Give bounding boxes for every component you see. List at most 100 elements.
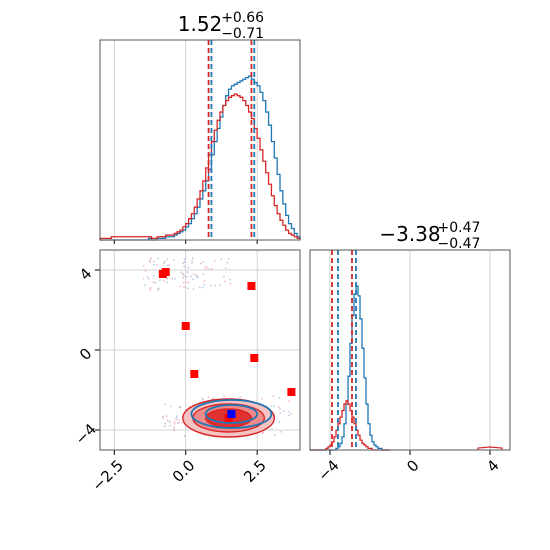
- bottom-right-xtick-label-0: −4: [314, 456, 342, 484]
- bottom-left-red-marker-2: [181, 322, 190, 330]
- top-left-title-value: 1.52: [178, 12, 223, 36]
- bottom-right-tail-bump: [477, 446, 503, 450]
- bottom-left-sample-point: [150, 257, 152, 260]
- histogram-step-red: [310, 400, 390, 451]
- bottom-left-sample-point: [190, 275, 193, 278]
- bottom-left-sample-point: [229, 283, 232, 285]
- bottom-left-sample-point: [166, 277, 169, 280]
- bottom-left-sample-point: [172, 429, 175, 432]
- bottom-left-sample-point: [288, 410, 291, 413]
- bottom-left-sample-point: [282, 410, 285, 413]
- bottom-left-sample-point: [220, 258, 223, 260]
- bottom-left-sample-point: [161, 417, 164, 419]
- bottom-left-red-marker-1: [161, 268, 170, 276]
- bottom-left-sample-point: [191, 257, 194, 260]
- bottom-left-red-marker-5: [250, 354, 259, 362]
- bottom-left-sample-point: [182, 262, 184, 265]
- bottom-left-sample-point: [202, 286, 204, 289]
- bottom-left-sample-point: [173, 426, 176, 429]
- bottom-left-sample-point: [152, 274, 155, 277]
- bottom-left-sample-point: [192, 288, 195, 291]
- bottom-left-sample-point: [157, 289, 159, 291]
- bottom-left-sample-point: [182, 281, 185, 284]
- bottom-left-sample-point: [207, 268, 210, 271]
- bottom-left-frame: [99, 249, 301, 451]
- bottom-left-sample-point: [289, 412, 292, 415]
- bottom-left-sample-point: [153, 263, 156, 266]
- bottom-left-sample-point: [201, 397, 204, 399]
- bottom-left-sample-point: [149, 286, 152, 289]
- bottom-left-sample-point: [183, 265, 186, 268]
- bottom-left-sample-point: [239, 396, 242, 399]
- bottom-left-sample-point: [229, 278, 232, 281]
- bottom-left-sample-point: [223, 395, 226, 398]
- bottom-left-sample-point: [273, 405, 276, 407]
- bottom-left-sample-point: [142, 264, 145, 267]
- bottom-right-title-upper: +0.47: [438, 220, 481, 236]
- bottom-left-sample-point: [202, 261, 205, 264]
- bottom-left-sample-point: [213, 259, 216, 262]
- bottom-left-sample-point: [183, 275, 185, 277]
- bottom-left-sample-point: [187, 287, 189, 290]
- bottom-left-sample-point: [155, 264, 158, 267]
- histogram-panel-bottom-right: −4 0 4 −3.38+0.47−0.47: [309, 220, 511, 485]
- bottom-left-sample-point: [152, 260, 155, 263]
- bottom-right-title-value: −3.38: [379, 222, 440, 246]
- bottom-left-sample-point: [227, 258, 230, 260]
- bottom-left-sample-point: [288, 400, 291, 402]
- bottom-left-sample-point: [191, 262, 193, 265]
- histogram-step-red: [99, 93, 301, 240]
- bottom-left-red-marker-6: [287, 388, 296, 396]
- scatter-panel-bottom-left: −4 0 4 −2.5 0.0 2.5: [72, 249, 301, 495]
- bottom-left-sample-point: [142, 277, 145, 280]
- bottom-left-sample-point: [164, 422, 167, 425]
- bottom-left-sample-point: [182, 273, 184, 276]
- bottom-left-sample-point: [165, 415, 168, 418]
- bottom-left-sample-point: [226, 261, 229, 264]
- bottom-left-sample-point: [161, 415, 164, 418]
- bottom-left-sample-point: [183, 258, 186, 260]
- bottom-left-sample-point: [224, 267, 227, 270]
- bottom-left-sample-point: [183, 434, 186, 437]
- bottom-left-sample-point: [157, 257, 160, 260]
- bottom-left-sample-point: [261, 398, 263, 400]
- bottom-left-sample-point: [270, 405, 273, 408]
- bottom-left-sample-point: [279, 412, 282, 415]
- bottom-left-sample-point: [197, 276, 199, 279]
- bottom-left-sample-point: [278, 397, 281, 399]
- bottom-left-xtick-label-1: 0.0: [169, 456, 199, 486]
- bottom-left-sample-point: [206, 266, 209, 269]
- bottom-left-sample-point: [149, 259, 152, 262]
- bottom-left-sample-point: [178, 419, 181, 422]
- bottom-left-xtick-label-0: −2.5: [89, 456, 127, 494]
- bottom-left-sample-point: [186, 271, 189, 273]
- bottom-left-sample-point: [176, 415, 178, 418]
- bottom-left-sample-point: [195, 274, 198, 276]
- histogram-panel-top-left: 1.52+0.66−0.71: [99, 10, 301, 244]
- bottom-left-sample-point: [164, 403, 166, 406]
- bottom-left-sample-point: [149, 288, 152, 291]
- bottom-left-sample-point: [181, 421, 184, 424]
- bottom-left-sample-point: [272, 395, 275, 398]
- bottom-left-sample-point: [184, 281, 187, 284]
- bottom-left-sample-point: [158, 279, 161, 282]
- bottom-left-sample-point: [187, 266, 190, 269]
- bottom-left-sample-point: [171, 277, 174, 280]
- bottom-left-sample-point: [173, 422, 176, 425]
- bottom-left-sample-point: [219, 284, 221, 287]
- bottom-left-sample-point: [191, 278, 194, 281]
- bottom-left-sample-point: [271, 427, 273, 430]
- bottom-left-sample-point: [200, 262, 202, 265]
- bottom-left-sample-point: [174, 277, 176, 280]
- bottom-left-sample-point: [169, 405, 172, 408]
- bottom-left-blue-contour-1: [204, 404, 259, 424]
- bottom-left-sample-point: [204, 265, 207, 268]
- bottom-left-sample-point: [178, 285, 181, 288]
- bottom-left-sample-point: [209, 284, 212, 287]
- bottom-left-sample-point: [180, 271, 183, 274]
- bottom-left-sample-point: [166, 258, 169, 261]
- top-left-title-upper: +0.66: [221, 10, 264, 26]
- bottom-left-ytick-label-2: 4: [76, 265, 95, 284]
- bottom-left-sample-point: [154, 281, 157, 284]
- bottom-left-sample-point: [207, 396, 210, 398]
